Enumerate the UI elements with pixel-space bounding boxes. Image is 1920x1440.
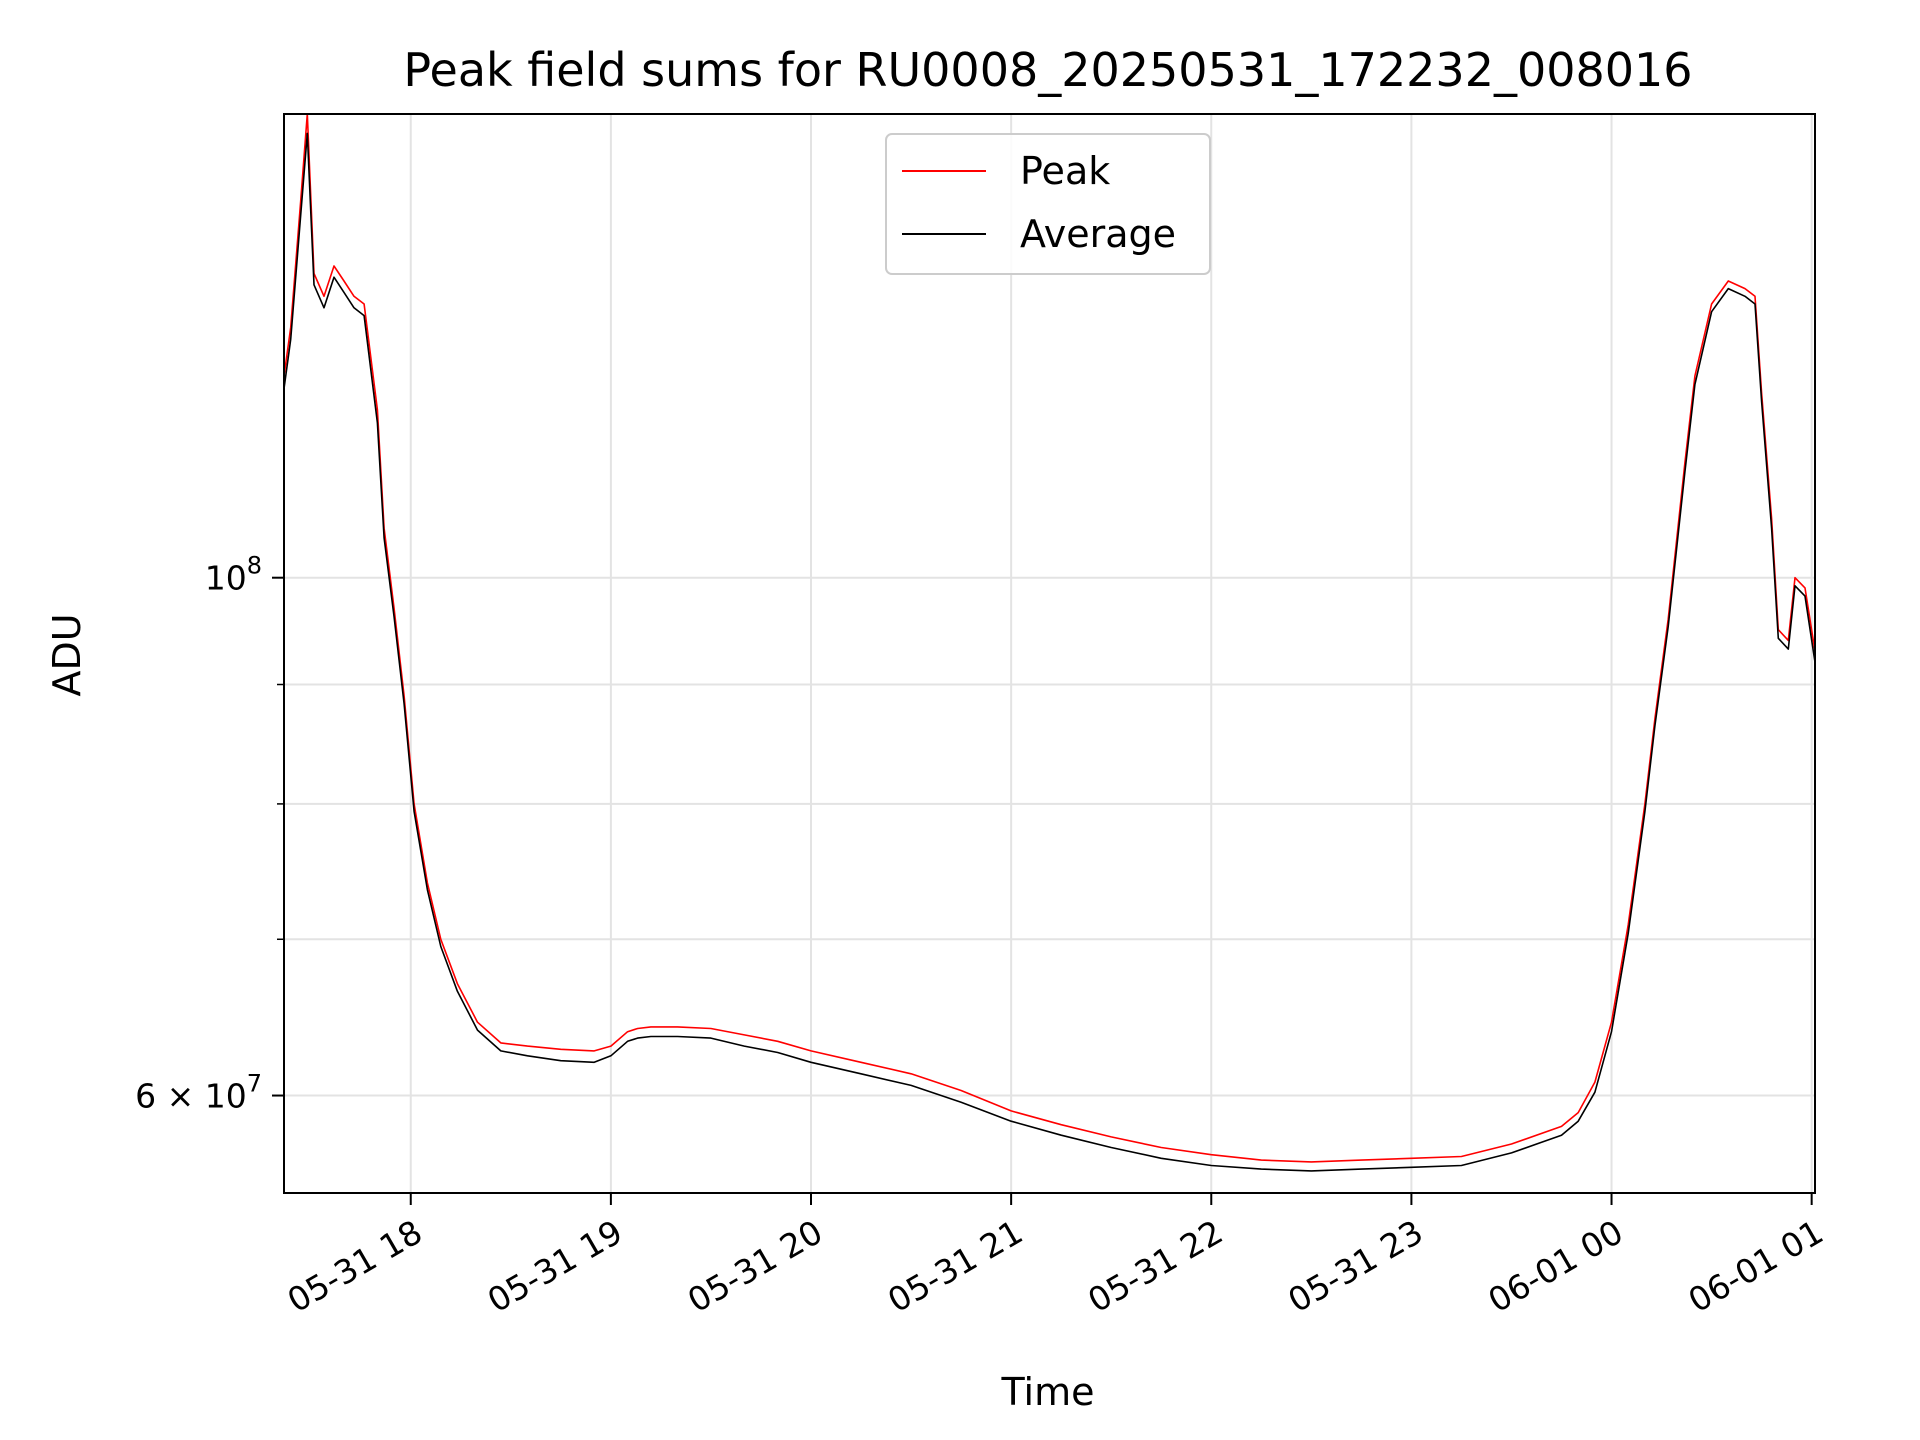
y-axis-label: ADU xyxy=(45,613,89,696)
chart-title: Peak field sums for RU0008_20250531_1722… xyxy=(403,43,1692,97)
legend-peak-label: Peak xyxy=(1020,149,1110,193)
y-tick-label: 6 × 107 xyxy=(135,1070,262,1116)
series-average-line xyxy=(284,132,1815,1172)
legend-average-label: Average xyxy=(1020,212,1176,256)
x-axis-label: Time xyxy=(1001,1370,1095,1414)
legend: Peak Average xyxy=(885,133,1211,275)
grid-lines xyxy=(284,114,1815,1193)
y-axis-ticks: 108 6 × 107 xyxy=(135,552,284,1116)
y-tick-exponent: 7 xyxy=(247,1070,262,1098)
legend-box xyxy=(885,133,1211,275)
y-tick-label: 108 xyxy=(205,552,262,598)
y-tick-base: 6 × 10 xyxy=(135,1077,247,1116)
series-layer xyxy=(284,114,1815,1172)
y-tick-exponent: 8 xyxy=(247,552,262,580)
plot-frame xyxy=(283,113,1816,1194)
y-tick-base: 10 xyxy=(205,559,247,598)
